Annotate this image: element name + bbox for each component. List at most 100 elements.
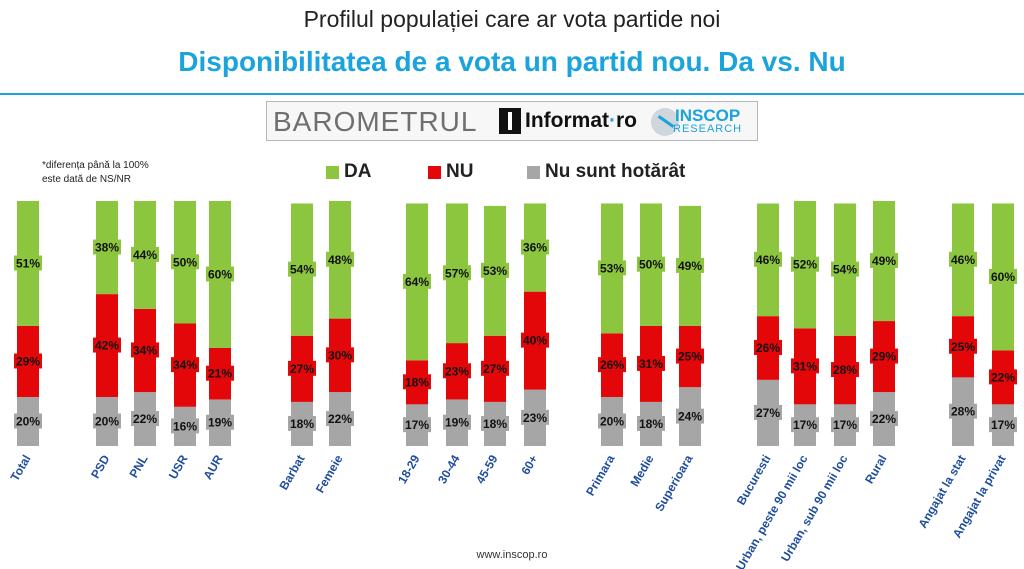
- data-label-bg-nu-superioara: [676, 348, 704, 364]
- footnote-line-1: *diferența până la 100%: [42, 160, 149, 171]
- x-tick-label-aur: AUR: [200, 452, 225, 482]
- data-label-bg-nu-sunt-hotarat-medie: [637, 415, 665, 431]
- x-tick-label-pnl: PNL: [126, 453, 150, 481]
- data-label-nu-sunt-hotarat-rural: 22%: [872, 412, 896, 426]
- data-label-bg-nu-bucuresti: [754, 340, 782, 355]
- data-label-bg-nu-sunt-hotarat-usr: [171, 418, 199, 434]
- data-label-nu-sunt-hotarat-aur: 19%: [208, 416, 232, 430]
- data-label-bg-nu-sunt-hotarat-rural: [870, 411, 898, 427]
- legend: DA NU Nu sunt hotărât: [0, 158, 1024, 184]
- data-label-nu-rural: 29%: [872, 350, 896, 364]
- data-label-da-usr: 50%: [173, 255, 197, 269]
- data-label-da-psd: 38%: [95, 241, 119, 255]
- x-tick-label-superioara: Superioara: [652, 452, 696, 514]
- data-label-bg-da-usr: [171, 254, 199, 270]
- legend-label-da: DA: [344, 161, 372, 182]
- inscop-research-text: RESEARCH: [673, 123, 743, 135]
- data-label-da-medie: 50%: [639, 258, 663, 272]
- data-label-nu-sunt-hotarat-45-59: 18%: [483, 417, 507, 431]
- data-label-bg-nu-60: [521, 332, 549, 348]
- data-label-nu-sunt-hotarat-medie: 18%: [639, 417, 663, 431]
- data-label-bg-da-angajat-la-stat: [949, 251, 977, 267]
- data-label-bg-da-psd: [93, 239, 121, 255]
- informat-logo-icon: [499, 108, 521, 134]
- data-label-da-angajat-la-privat: 60%: [991, 270, 1015, 284]
- data-label-bg-da-barbat: [288, 261, 316, 277]
- chart-title: Profilul populației care ar vota partide…: [303, 6, 721, 32]
- barometer-logo-text: BAROMETRUL: [273, 106, 478, 137]
- data-label-nu-total: 29%: [16, 354, 40, 368]
- data-label-nu-sunt-hotarat-18-29: 17%: [405, 418, 429, 432]
- footer-url: www.inscop.ro: [476, 549, 548, 561]
- data-label-nu-urban-peste-90-mii-loc: 31%: [793, 359, 817, 373]
- data-label-nu-sunt-hotarat-angajat-la-stat: 28%: [951, 405, 975, 419]
- data-label-da-primara: 53%: [600, 261, 624, 275]
- data-label-bg-nu-sunt-hotarat-urban-peste-90-mii-loc: [791, 417, 819, 433]
- informat-logo-text: Informat·ro: [525, 109, 637, 132]
- x-tick-label-femeie: Femeie: [313, 452, 346, 495]
- data-label-da-urban-peste-90-mii-loc: 52%: [793, 258, 817, 272]
- data-label-bg-da-medie: [637, 256, 665, 272]
- footnote-line-2: este dată de NS/NR: [42, 174, 131, 185]
- data-label-nu-aur: 21%: [208, 367, 232, 381]
- data-label-nu-sunt-hotarat-60: 23%: [523, 411, 547, 425]
- data-label-bg-nu-sunt-hotarat-superioara: [676, 408, 704, 424]
- data-label-nu-sunt-hotarat-primara: 20%: [600, 415, 624, 429]
- data-label-bg-nu-pnl: [131, 342, 159, 358]
- data-label-bg-da-rural: [870, 253, 898, 269]
- data-label-bg-da-total: [14, 255, 42, 271]
- data-label-da-45-59: 53%: [483, 264, 507, 278]
- chart-subtitle: Disponibilitatea de a vota un partid nou…: [178, 46, 846, 77]
- data-label-da-18-29: 64%: [405, 275, 429, 289]
- data-label-bg-nu-sunt-hotarat-angajat-la-privat: [989, 417, 1017, 433]
- data-label-bg-nu-primara: [598, 357, 626, 373]
- data-label-nu-superioara: 25%: [678, 350, 702, 364]
- data-label-nu-urban-sub-90-mii-loc: 28%: [833, 363, 857, 377]
- data-label-bg-nu-total: [14, 353, 42, 369]
- inscop-logo-icon: [651, 108, 679, 136]
- data-label-bg-nu-psd: [93, 337, 121, 353]
- x-tick-label-18-29: 18-29: [395, 452, 423, 486]
- data-label-nu-femeie: 30%: [328, 348, 352, 362]
- legend-swatch-da: [326, 166, 339, 179]
- data-label-bg-da-18-29: [403, 273, 431, 289]
- data-label-bg-nu-angajat-la-privat: [989, 369, 1017, 385]
- data-label-bg-nu-aur: [206, 365, 234, 381]
- data-label-nu-sunt-hotarat-urban-peste-90-mii-loc: 17%: [793, 418, 817, 432]
- data-label-nu-sunt-hotarat-bucuresti: 27%: [756, 406, 780, 420]
- data-label-bg-nu-sunt-hotarat-bucuresti: [754, 404, 782, 420]
- header-divider: [0, 93, 1024, 95]
- data-label-nu-usr: 34%: [173, 358, 197, 372]
- data-label-bg-da-urban-sub-90-mii-loc: [831, 261, 859, 277]
- data-label-bg-nu-usr: [171, 357, 199, 373]
- data-label-bg-nu-urban-sub-90-mii-loc: [831, 362, 859, 378]
- data-label-bg-nu-sunt-hotarat-urban-sub-90-mii-loc: [831, 417, 859, 433]
- data-label-bg-nu-sunt-hotarat-psd: [93, 413, 121, 429]
- data-label-bg-da-primara: [598, 260, 626, 276]
- data-label-nu-sunt-hotarat-usr: 16%: [173, 419, 197, 433]
- data-label-da-rural: 49%: [872, 254, 896, 268]
- data-label-nu-angajat-la-privat: 22%: [991, 370, 1015, 384]
- data-label-bg-da-60: [521, 239, 549, 255]
- footnote: *diferența până la 100% este dată de NS/…: [42, 159, 149, 187]
- data-label-da-30-44: 57%: [445, 266, 469, 280]
- data-label-bg-nu-barbat: [288, 360, 316, 376]
- data-label-bg-nu-sunt-hotarat-total: [14, 413, 42, 429]
- x-tick-label-barbat: Barbat: [276, 453, 307, 493]
- data-label-bg-da-30-44: [443, 265, 471, 281]
- x-tick-label-30-44: 30-44: [435, 452, 463, 486]
- data-label-nu-bucuresti: 26%: [756, 341, 780, 355]
- data-label-nu-30-44: 23%: [445, 364, 469, 378]
- data-label-nu-sunt-hotarat-superioara: 24%: [678, 410, 702, 424]
- data-label-nu-psd: 42%: [95, 339, 119, 353]
- data-label-nu-angajat-la-stat: 25%: [951, 340, 975, 354]
- data-label-da-superioara: 49%: [678, 259, 702, 273]
- data-label-da-angajat-la-stat: 46%: [951, 253, 975, 267]
- data-label-nu-45-59: 27%: [483, 362, 507, 376]
- data-label-nu-sunt-hotarat-30-44: 19%: [445, 416, 469, 430]
- data-label-da-aur: 60%: [208, 268, 232, 282]
- data-label-bg-da-superioara: [676, 257, 704, 273]
- informat-name: Informat: [525, 109, 609, 132]
- data-label-nu-sunt-hotarat-psd: 20%: [95, 415, 119, 429]
